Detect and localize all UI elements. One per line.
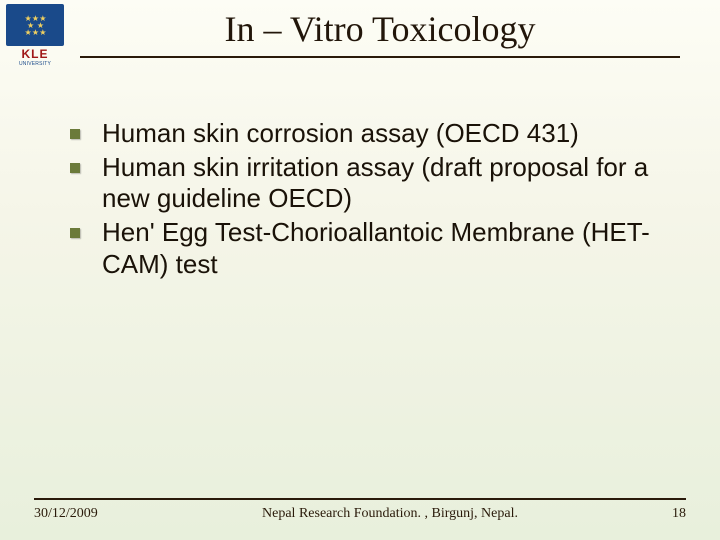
bullet-text: Human skin irritation assay (draft propo… [102,152,670,215]
content-area: Human skin corrosion assay (OECD 431) Hu… [0,78,720,281]
logo-emblem: ★ ★ ★★ ★★ ★ ★ [6,4,64,46]
footer: 30/12/2009 Nepal Research Foundation. , … [0,498,720,522]
title-container: In – Vitro Toxicology [80,8,680,58]
header: ★ ★ ★★ ★★ ★ ★ KLE UNIVERSITY In – Vitro … [0,0,720,78]
footer-date: 30/12/2009 [34,506,154,522]
bullet-text: Hen' Egg Test-Chorioallantoic Membrane (… [102,217,670,280]
bullet-icon [70,163,80,173]
list-item: Human skin irritation assay (draft propo… [70,152,670,215]
list-item: Hen' Egg Test-Chorioallantoic Membrane (… [70,217,670,280]
list-item: Human skin corrosion assay (OECD 431) [70,118,670,150]
logo-stars-icon: ★ ★ ★★ ★★ ★ ★ [25,15,46,36]
slide-title: In – Vitro Toxicology [80,8,680,56]
bullet-icon [70,228,80,238]
university-logo: ★ ★ ★★ ★★ ★ ★ KLE UNIVERSITY [6,4,64,70]
bullet-icon [70,129,80,139]
footer-divider [34,498,686,500]
logo-subname: UNIVERSITY [6,61,64,67]
footer-row: 30/12/2009 Nepal Research Foundation. , … [34,506,686,522]
footer-org: Nepal Research Foundation. , Birgunj, Ne… [154,506,626,522]
logo-name: KLE [6,47,64,61]
title-divider [80,56,680,58]
footer-page-number: 18 [626,506,686,522]
bullet-text: Human skin corrosion assay (OECD 431) [102,118,579,150]
